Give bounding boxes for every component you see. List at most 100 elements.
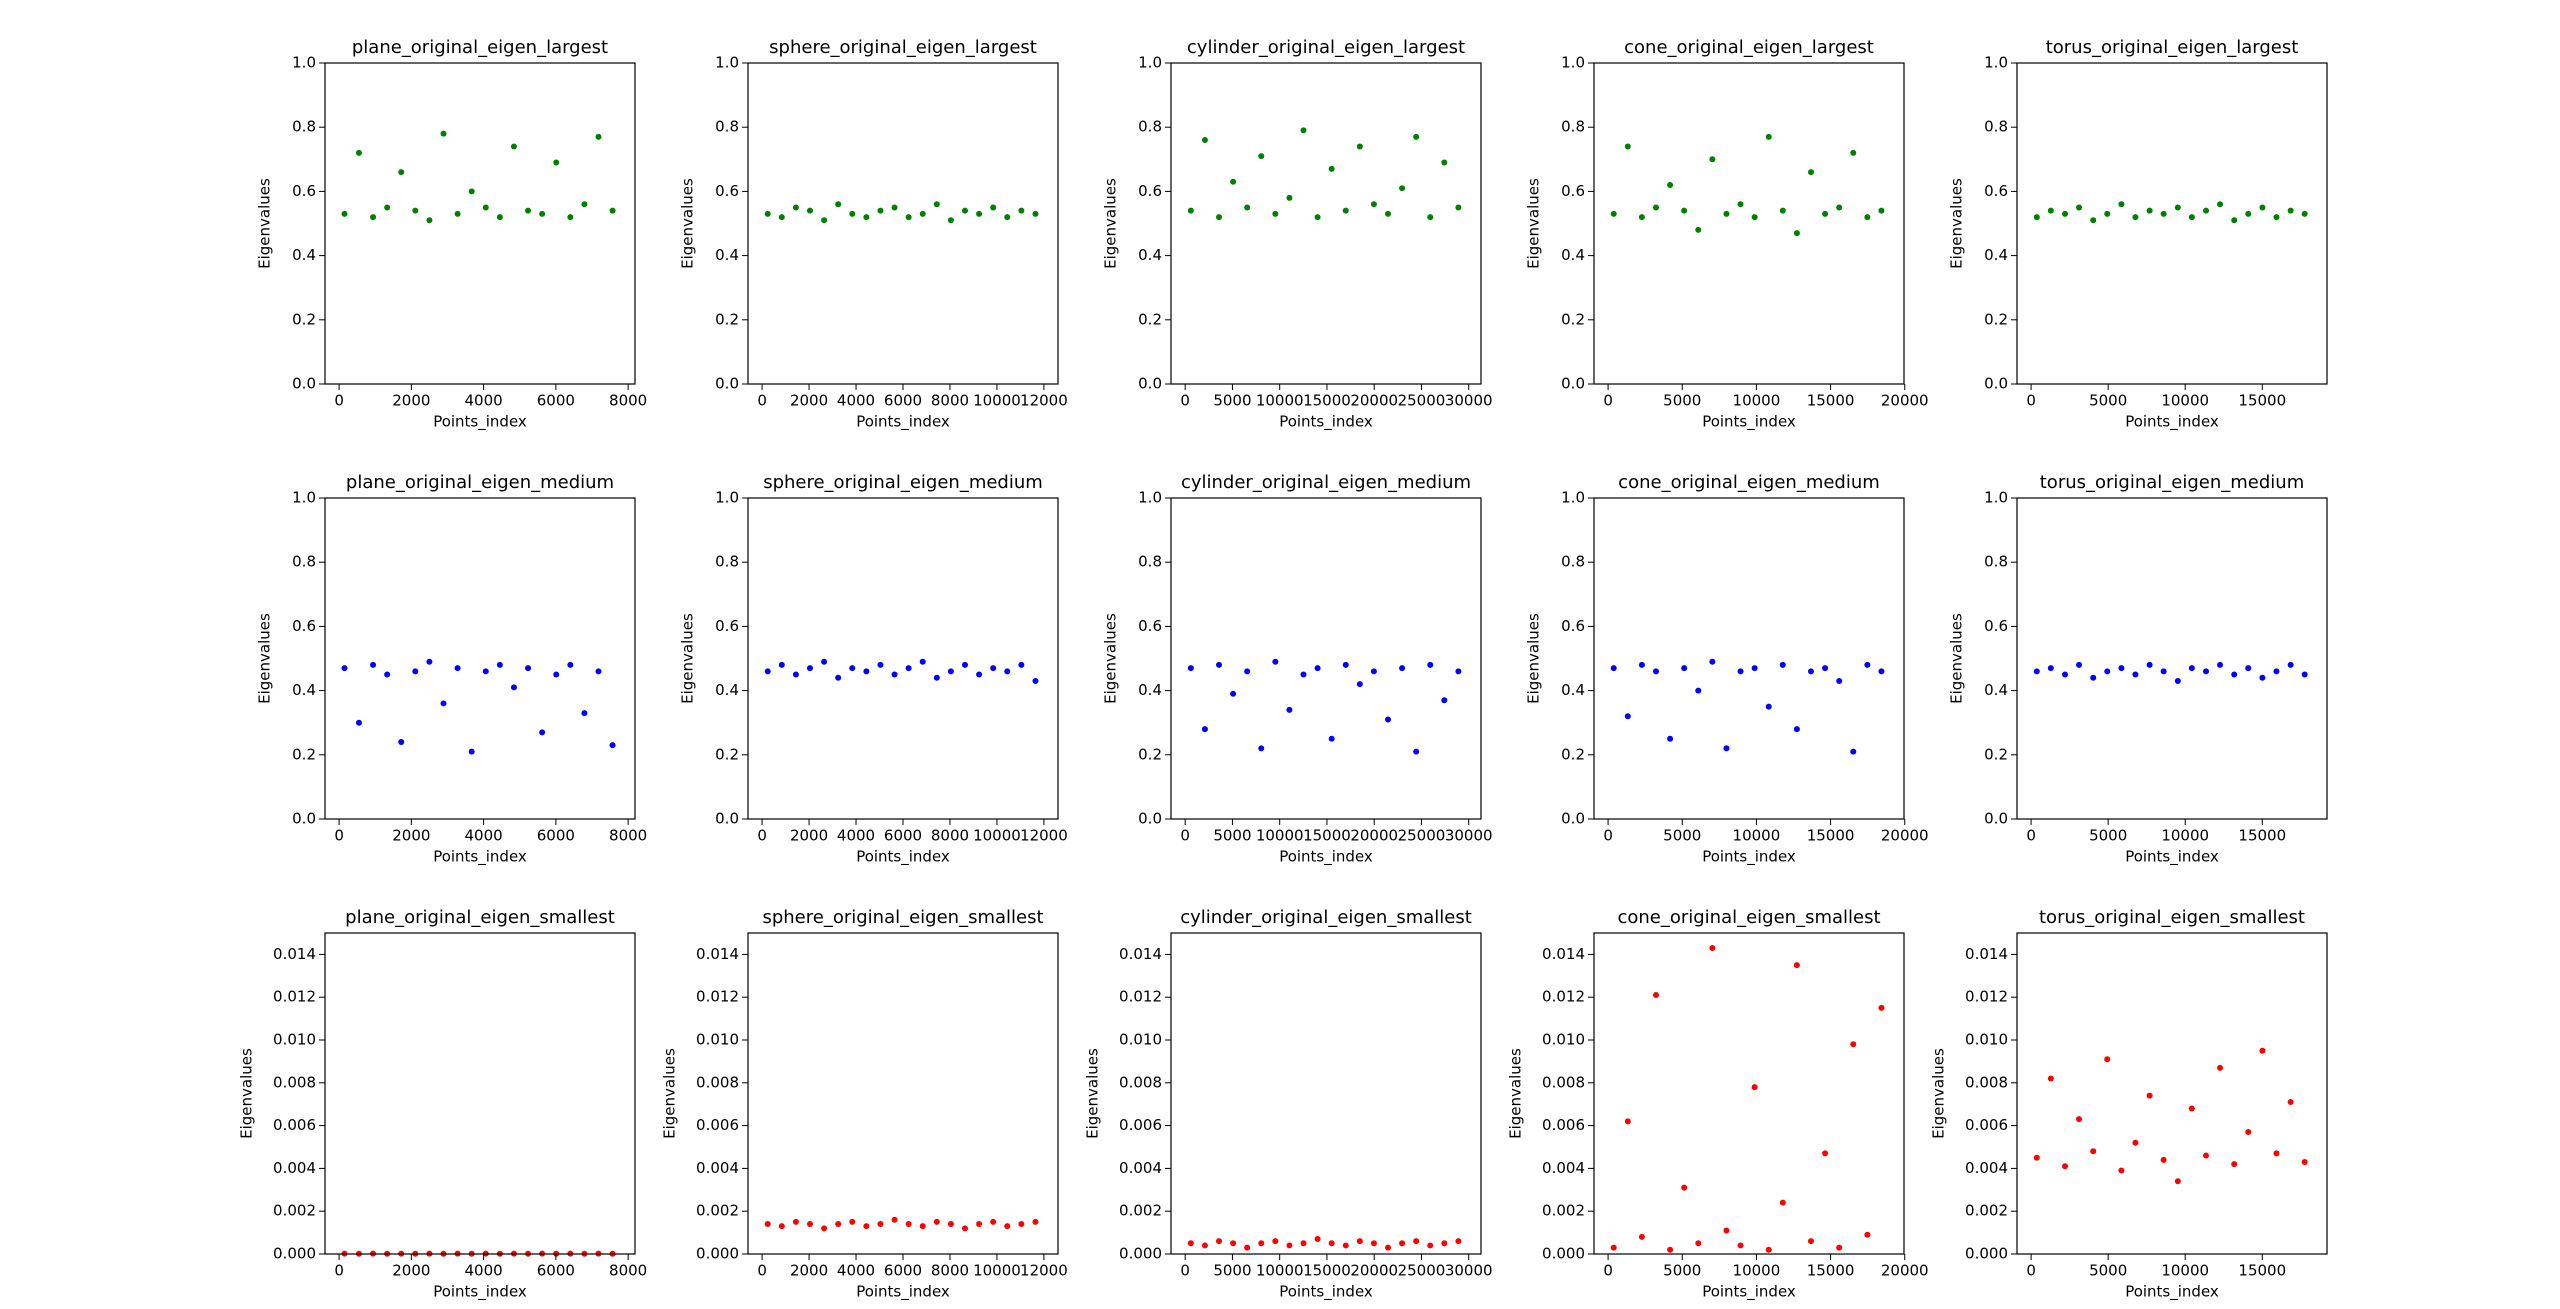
point (778, 661, 785, 668)
point (891, 671, 898, 678)
x-tick-label: 6000 (537, 827, 575, 845)
y-axis-label: Eigenvalues (1102, 178, 1120, 269)
y-tick-label: 0.000 (1119, 1245, 1162, 1263)
point (2259, 674, 2266, 681)
x-axis-label: Points_index (1702, 413, 1796, 432)
point (1258, 1240, 1265, 1247)
point (1455, 668, 1462, 675)
x-axis-label: Points_index (856, 1283, 950, 1302)
point (1624, 713, 1631, 720)
x-tick-label: 10000 (2161, 392, 2209, 410)
x-tick-label: 10000 (1256, 827, 1304, 845)
y-tick-label: 0.012 (1965, 988, 2008, 1006)
x-tick-label: 10000 (973, 1262, 1021, 1280)
y-tick-label: 0.002 (1542, 1202, 1585, 1220)
y-axis-label: Eigenvalues (661, 1048, 679, 1139)
point (2273, 214, 2280, 221)
subplot: sphere_original_eigen_smallest Points_ind… (661, 907, 1068, 1302)
y-tick-label: 0.4 (1984, 246, 2008, 264)
point (1032, 210, 1039, 217)
point (821, 217, 828, 224)
point (341, 665, 348, 672)
point (539, 729, 546, 736)
point (778, 214, 785, 221)
y-tick-label: 0.004 (1965, 1159, 2008, 1177)
x-tick-label: 15000 (1807, 392, 1855, 410)
x-tick-label: 0 (2026, 392, 2036, 410)
x-tick-label: 2000 (392, 1262, 430, 1280)
x-tick-label: 15000 (1303, 827, 1351, 845)
point (1737, 201, 1744, 208)
point (2062, 1163, 2069, 1170)
point (1723, 1227, 1730, 1234)
point (2076, 1116, 2083, 1123)
point (1864, 661, 1871, 668)
subplot: plane_original_eigen_smallest Points_inde… (238, 907, 648, 1302)
x-tick-label: 8000 (609, 1262, 647, 1280)
x-tick-label: 10000 (1256, 1262, 1304, 1280)
point (1385, 716, 1391, 723)
x-tick-label: 8000 (931, 1262, 969, 1280)
axes-frame (2016, 497, 2328, 820)
axes-frame (1170, 62, 1482, 385)
x-tick-label: 5000 (2089, 392, 2127, 410)
y-tick-label: 0.014 (1119, 945, 1162, 963)
point (1709, 156, 1716, 163)
y-tick-label: 0.010 (1965, 1031, 2008, 1049)
x-tick-label: 4000 (837, 392, 875, 410)
x-axis-label: Points_index (433, 413, 527, 432)
subplot: torus_original_eigen_largest Points_index… (1948, 37, 2328, 432)
x-tick-label: 20000 (1350, 1262, 1398, 1280)
y-tick-label: 0.6 (1561, 182, 1585, 200)
x-tick-label: 10000 (2161, 827, 2209, 845)
x-tick-label: 8000 (609, 392, 647, 410)
x-tick-label: 10000 (973, 827, 1021, 845)
y-tick-label: 0.4 (1138, 246, 1162, 264)
x-tick-label: 0 (1180, 392, 1190, 410)
point (1709, 658, 1716, 665)
y-tick-label: 0.014 (1542, 945, 1585, 963)
y-tick-label: 0.004 (1119, 1159, 1162, 1177)
point (1427, 214, 1434, 221)
y-tick-label: 0.014 (1965, 945, 2008, 963)
point (1723, 745, 1730, 752)
y-tick-label: 0.0 (1984, 375, 2008, 393)
x-tick-label: 6000 (537, 392, 575, 410)
point (919, 658, 926, 665)
x-axis-label: Points_index (2125, 848, 2219, 867)
point (933, 674, 940, 681)
x-tick-label: 10000 (973, 392, 1021, 410)
point (2090, 1148, 2097, 1155)
x-tick-label: 0 (334, 392, 344, 410)
y-tick-label: 0.012 (273, 988, 316, 1006)
point (1018, 207, 1025, 214)
x-tick-label: 5000 (2089, 827, 2127, 845)
y-tick-label: 0.4 (292, 246, 316, 264)
y-tick-label: 0.2 (1138, 745, 1162, 763)
y-tick-label: 0.8 (1138, 118, 1162, 136)
y-tick-label: 0.8 (1984, 118, 2008, 136)
point (1286, 706, 1293, 713)
point (1427, 661, 1434, 668)
point (510, 143, 517, 150)
point (1370, 1240, 1377, 1247)
point (1695, 687, 1702, 694)
point (1328, 1240, 1335, 1247)
point (1230, 1240, 1237, 1247)
point (1342, 1242, 1349, 1249)
point (2047, 1075, 2054, 1082)
x-tick-label: 0 (2026, 827, 2036, 845)
point (1385, 210, 1391, 217)
point (1455, 204, 1462, 211)
point (1793, 230, 1800, 237)
point (891, 1216, 898, 1223)
y-axis-label: Eigenvalues (679, 613, 697, 704)
x-tick-label: 15000 (1303, 1262, 1351, 1280)
point (1765, 703, 1772, 710)
y-tick-label: 0.2 (1984, 745, 2008, 763)
x-tick-label: 20000 (1881, 1262, 1929, 1280)
y-tick-label: 0.002 (1965, 1202, 2008, 1220)
y-tick-label: 0.2 (715, 310, 739, 328)
point (1300, 127, 1307, 134)
point (1201, 137, 1208, 144)
